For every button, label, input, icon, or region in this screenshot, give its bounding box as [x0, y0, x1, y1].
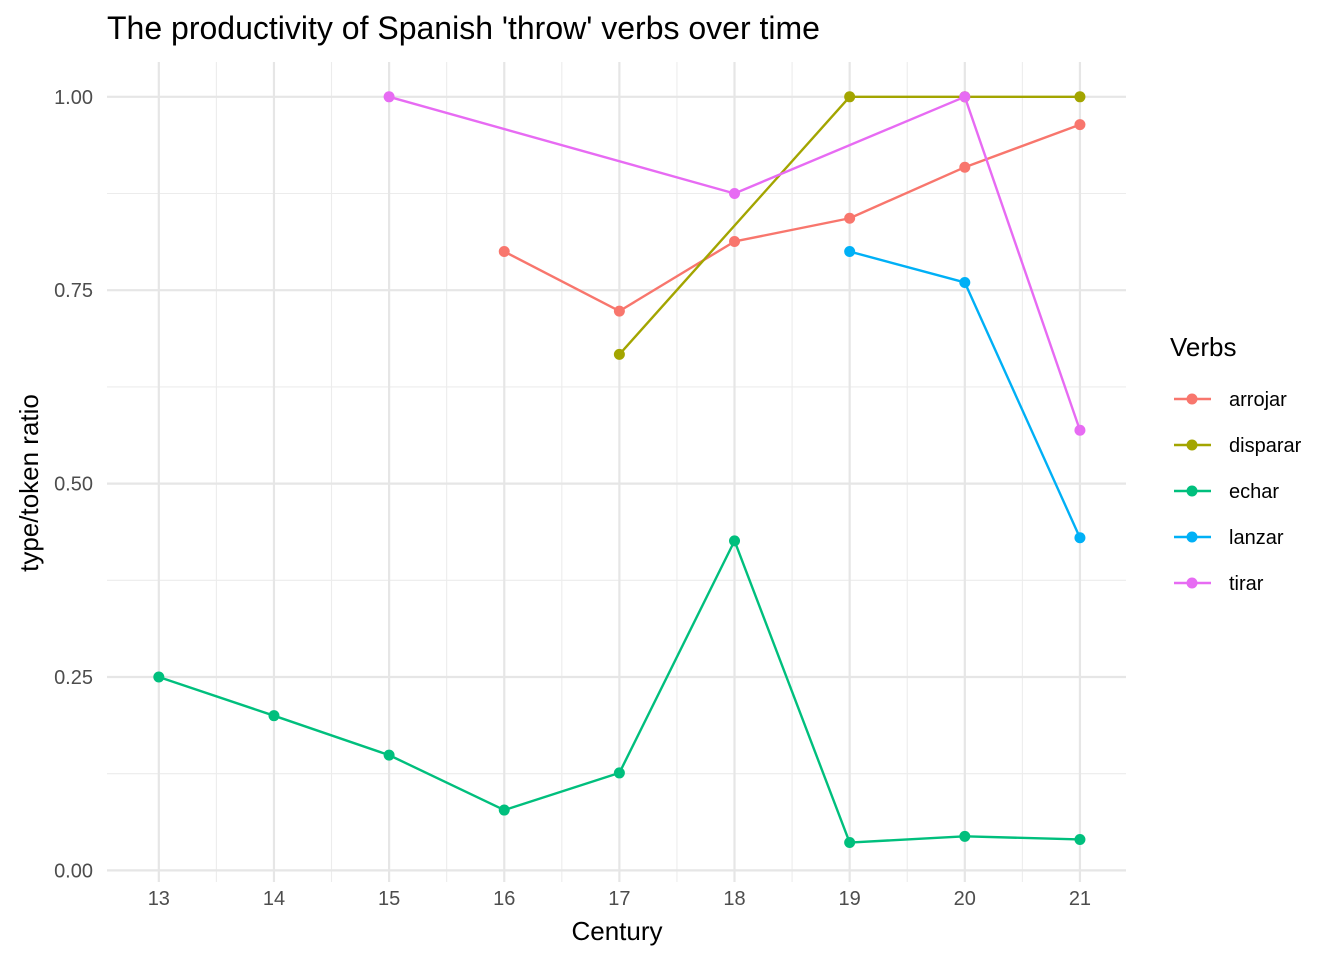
- series-line-disparar: [618, 95, 1080, 356]
- data-point-echar: [613, 767, 625, 779]
- data-point-disparar: [613, 348, 625, 360]
- series-layer: [153, 91, 1086, 849]
- x-tick-label: 21: [1069, 888, 1091, 910]
- data-point-echar: [959, 830, 971, 842]
- legend-item-lanzar: lanzar: [1174, 527, 1284, 549]
- x-tick-label: 20: [954, 888, 976, 910]
- data-point-echar: [498, 804, 510, 816]
- data-point-echar: [383, 749, 395, 761]
- data-point-lanzar: [844, 246, 856, 258]
- data-point-tirar: [1074, 424, 1086, 436]
- x-tick-label: 16: [493, 888, 515, 910]
- x-tick-label: 15: [378, 888, 400, 910]
- data-point-echar: [1074, 833, 1086, 845]
- y-tick-label: 1.00: [54, 87, 93, 109]
- series-line-tirar: [388, 95, 1082, 431]
- data-point-echar: [844, 837, 856, 849]
- legend-label: tirar: [1229, 573, 1264, 595]
- y-tick-label: 0.50: [54, 474, 93, 496]
- legend-label: arrojar: [1229, 389, 1287, 411]
- legend-marker: [1186, 577, 1198, 589]
- legend-title: Verbs: [1170, 332, 1237, 362]
- x-tick-label: 17: [608, 888, 630, 910]
- data-point-tirar: [729, 188, 741, 200]
- data-point-disparar: [1074, 91, 1086, 103]
- grid: [107, 62, 1126, 882]
- data-point-echar: [153, 671, 165, 683]
- data-point-lanzar: [959, 276, 971, 288]
- x-tick-label: 13: [148, 888, 170, 910]
- data-point-lanzar: [1074, 532, 1086, 544]
- x-tick-label: 18: [723, 888, 745, 910]
- series-echar: [153, 535, 1086, 849]
- data-point-arrojar: [959, 161, 971, 173]
- data-point-echar: [729, 535, 741, 547]
- series-lanzar: [844, 246, 1086, 544]
- data-point-tirar: [959, 91, 971, 103]
- y-axis-title: type/token ratio: [14, 394, 44, 572]
- legend-label: disparar: [1229, 435, 1302, 457]
- legend-marker: [1186, 393, 1198, 405]
- y-tick-label: 0.00: [54, 860, 93, 882]
- series-arrojar: [498, 119, 1086, 317]
- x-axis-ticks: 13 14 15 16 17 18 19 20 21: [148, 888, 1091, 910]
- x-tick-label: 19: [839, 888, 861, 910]
- series-line-arrojar: [503, 123, 1081, 313]
- legend: arrojar disparar echar lanzar tirar: [1174, 389, 1302, 595]
- data-point-arrojar: [729, 235, 741, 247]
- legend-item-arrojar: arrojar: [1174, 389, 1287, 411]
- data-point-tirar: [383, 91, 395, 103]
- data-point-arrojar: [498, 246, 510, 258]
- legend-item-echar: echar: [1174, 481, 1279, 503]
- chart-title: The productivity of Spanish 'throw' verb…: [107, 10, 820, 46]
- legend-marker: [1186, 485, 1198, 497]
- data-point-arrojar: [613, 305, 625, 317]
- y-tick-label: 0.75: [54, 280, 93, 302]
- y-axis-ticks: 0.00 0.25 0.50 0.75 1.00: [54, 87, 93, 883]
- data-point-arrojar: [844, 212, 856, 224]
- x-axis-title: Century: [571, 916, 662, 946]
- series-disparar: [613, 91, 1086, 360]
- series-tirar: [383, 91, 1086, 436]
- legend-item-tirar: tirar: [1174, 573, 1264, 595]
- legend-label: echar: [1229, 481, 1279, 503]
- legend-marker: [1186, 531, 1198, 543]
- legend-marker: [1186, 439, 1198, 451]
- data-point-arrojar: [1074, 119, 1086, 131]
- data-point-echar: [268, 710, 280, 722]
- y-tick-label: 0.25: [54, 667, 93, 689]
- legend-item-disparar: disparar: [1174, 435, 1302, 457]
- legend-label: lanzar: [1229, 527, 1284, 549]
- x-tick-label: 14: [263, 888, 285, 910]
- data-point-disparar: [844, 91, 856, 103]
